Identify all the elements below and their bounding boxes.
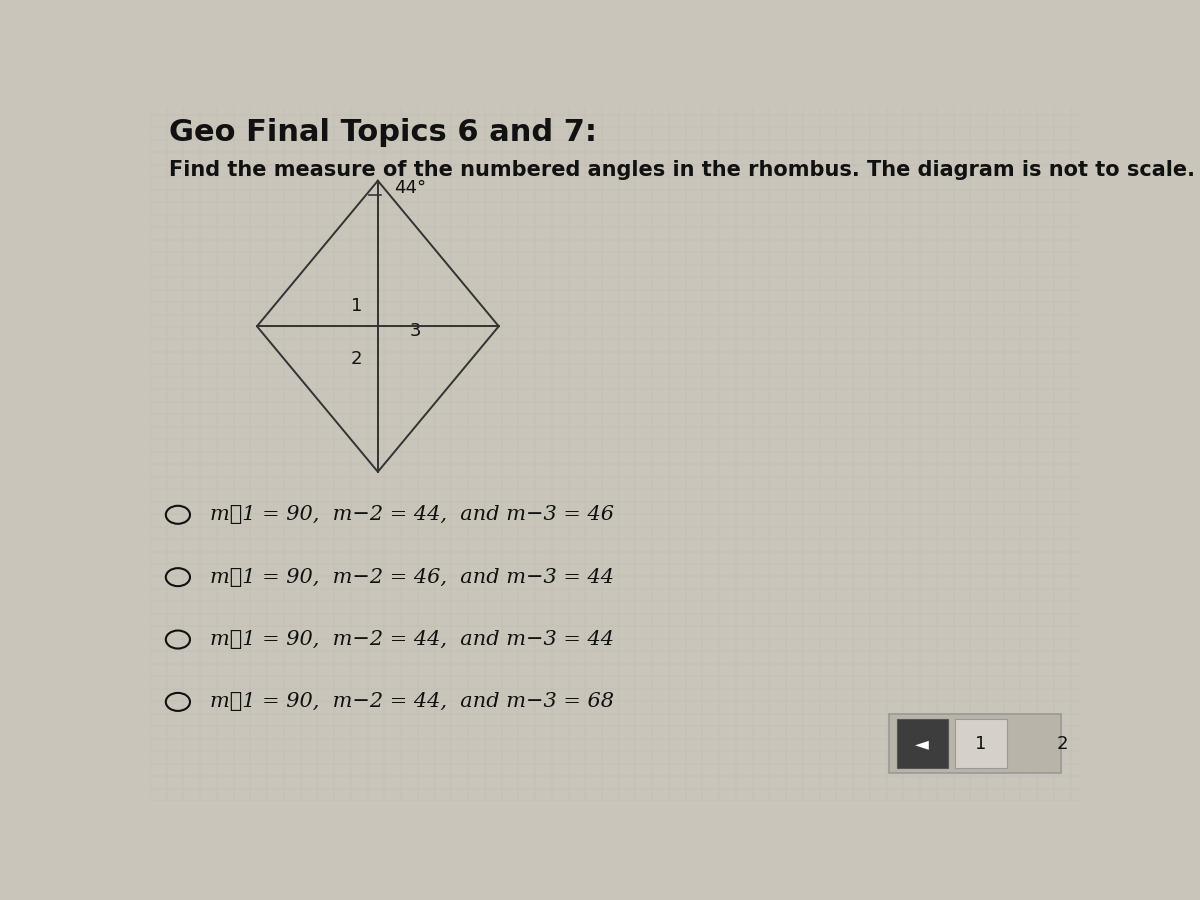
- Text: 2: 2: [1057, 734, 1068, 752]
- Text: m∡1 = 90,  m−2 = 44,  and m−3 = 46: m∡1 = 90, m−2 = 44, and m−3 = 46: [210, 505, 614, 525]
- Text: 2: 2: [350, 350, 362, 368]
- FancyBboxPatch shape: [955, 719, 1007, 769]
- Text: Find the measure of the numbered angles in the rhombus. The diagram is not to sc: Find the measure of the numbered angles …: [168, 160, 1194, 180]
- Text: m∡1 = 90,  m−2 = 46,  and m−3 = 44: m∡1 = 90, m−2 = 46, and m−3 = 44: [210, 568, 614, 587]
- Text: 1: 1: [350, 296, 362, 314]
- Text: 1: 1: [976, 734, 986, 752]
- Text: m∡1 = 90,  m−2 = 44,  and m−3 = 44: m∡1 = 90, m−2 = 44, and m−3 = 44: [210, 630, 614, 649]
- FancyBboxPatch shape: [896, 719, 948, 769]
- Text: ◄: ◄: [916, 734, 929, 752]
- FancyBboxPatch shape: [889, 715, 1062, 773]
- Text: 44°: 44°: [394, 179, 426, 197]
- Text: m∡1 = 90,  m−2 = 44,  and m−3 = 68: m∡1 = 90, m−2 = 44, and m−3 = 68: [210, 692, 614, 711]
- Text: 3: 3: [409, 322, 421, 340]
- Text: Geo Final Topics 6 and 7:: Geo Final Topics 6 and 7:: [168, 119, 596, 148]
